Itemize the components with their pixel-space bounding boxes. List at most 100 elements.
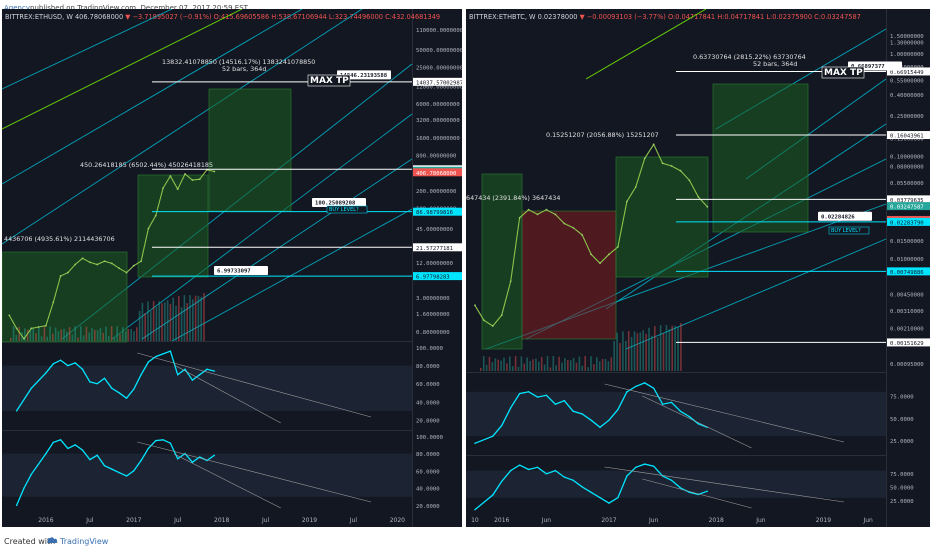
rsi-lower-point [89, 458, 91, 461]
rsi-upper-point [162, 353, 164, 355]
rsi-upper-axis-label: 40.0000 [416, 400, 440, 406]
buy-level-label: BUY LEVEL? [831, 228, 861, 234]
price-point [154, 214, 157, 217]
volume-bar [552, 356, 555, 371]
volume-bar [564, 358, 566, 371]
time-axis-label: 10 [471, 517, 479, 524]
time-axis-label: 2019 [816, 517, 831, 524]
rsi-upper-point [697, 423, 700, 425]
price-point [8, 314, 11, 317]
volume-bar [642, 330, 644, 371]
rsi-lower-point [23, 487, 25, 489]
price-point [103, 260, 106, 263]
volume-bar [57, 330, 60, 341]
price-tag-bg [413, 272, 462, 281]
price-point [679, 169, 682, 172]
volume-bar [136, 327, 138, 341]
callout-label: 6.99733097 [217, 269, 251, 275]
time-axis-label: Jul [173, 517, 182, 524]
rsi-lower-point [545, 473, 548, 475]
price-axis-label: 50000.00000000 [416, 48, 462, 54]
rsi-upper-axis-label: 60.0000 [416, 382, 440, 388]
time-axis-label: 2016 [494, 517, 509, 524]
volume-bar [180, 307, 183, 341]
price-tag-label: 14037.57002987 [416, 80, 462, 86]
price-point [110, 262, 113, 265]
volume-bar [610, 357, 613, 371]
volume-bar [491, 362, 494, 371]
rsi-upper-point [74, 362, 76, 364]
measure-label: 0.63730764 (2815.22%) 63730764 [693, 53, 806, 61]
ethusd-chart[interactable]: BITTREX:ETHUSD, W 406.78068000 ▼ −3.7189… [2, 9, 462, 527]
price-axis-label: 0.10000000 [890, 155, 924, 161]
volume-bar [639, 332, 642, 371]
rsi-lower-axis-label: 60.0000 [416, 469, 440, 475]
price-point [184, 173, 186, 175]
trend-channel-line [2, 9, 173, 90]
pane-separator [466, 455, 886, 456]
volume-bar [189, 295, 191, 341]
rsi-lower-point [581, 486, 583, 488]
price-point [697, 195, 700, 198]
price-axis-border [886, 9, 887, 527]
volume-bar [680, 323, 682, 371]
price-axis-label: 1.00000000 [890, 52, 924, 58]
rsi-upper-axis-label: 20.0000 [416, 418, 440, 424]
volume-bar [665, 325, 668, 371]
trend-channel-line [625, 238, 887, 350]
volume-bar [572, 357, 575, 371]
trend-channel-line [585, 9, 707, 80]
time-axis-label: 2017 [601, 517, 616, 524]
rsi-upper-point [206, 368, 208, 370]
volume-bar [480, 368, 482, 371]
trend-channel-line [2, 9, 363, 245]
volume-bar [598, 361, 601, 371]
price-axis-label: 0.05500000 [890, 181, 924, 187]
volume-bar [506, 363, 508, 371]
rsi-lower-point [198, 456, 201, 458]
rsi-lower-trendline [642, 478, 752, 509]
rsi-upper-axis-label: 25.0000 [890, 439, 914, 445]
author-link[interactable]: Agency [4, 4, 30, 12]
volume-bar [488, 356, 491, 371]
price-point [509, 280, 512, 283]
ethusd-chart-panel[interactable]: BITTREX:ETHUSD, W 406.78068000 ▼ −3.7189… [2, 9, 462, 527]
volume-bar [108, 335, 110, 341]
rsi-lower-point [670, 479, 673, 482]
volume-bar [105, 326, 107, 341]
price-tag-label: 0.02283790 [890, 220, 924, 226]
ethbtc-chart[interactable]: BITTREX:ETHBTC, W 0.02378000 ▼ −0.000931… [466, 9, 930, 527]
rsi-upper-point [191, 379, 194, 381]
price-tag-bg [887, 67, 930, 76]
ethbtc-chart-panel[interactable]: BITTREX:ETHBTC, W 0.02378000 ▼ −0.000931… [466, 9, 930, 527]
tradingview-link[interactable]: TradingView [60, 537, 109, 546]
trend-channel-line [141, 158, 413, 340]
rsi-lower-point [501, 480, 503, 483]
price-point [581, 234, 584, 236]
volume-bar [517, 366, 520, 371]
price-axis-border [412, 9, 413, 527]
price-tag-label: 0.16043961 [890, 134, 924, 140]
price-tag-label: 0.03247587 [890, 205, 924, 211]
price-point [176, 188, 179, 191]
rsi-upper-band [466, 391, 886, 437]
rsi-lower-point [536, 466, 539, 469]
rsi-lower-point [67, 447, 69, 450]
volume-bar [494, 358, 497, 371]
price-axis-label: 0.80000000 [416, 330, 450, 336]
volume-bar [654, 326, 656, 371]
price-axis-label: 0.00310000 [890, 309, 924, 315]
rsi-upper-trendline [137, 352, 372, 418]
rsi-upper-point [103, 377, 106, 380]
max-tp-box [821, 66, 865, 79]
price-point [132, 264, 135, 267]
rsi-upper-trendline [174, 364, 281, 424]
price-tag-bg [413, 243, 462, 252]
volume-bar [54, 327, 57, 341]
volume-bar [82, 335, 85, 341]
rsi-lower-point [140, 459, 142, 462]
volume-bar [178, 296, 180, 341]
rsi-lower-point [81, 449, 84, 451]
rsi-upper-point [635, 385, 637, 388]
rsi-upper-trendline [642, 395, 752, 449]
